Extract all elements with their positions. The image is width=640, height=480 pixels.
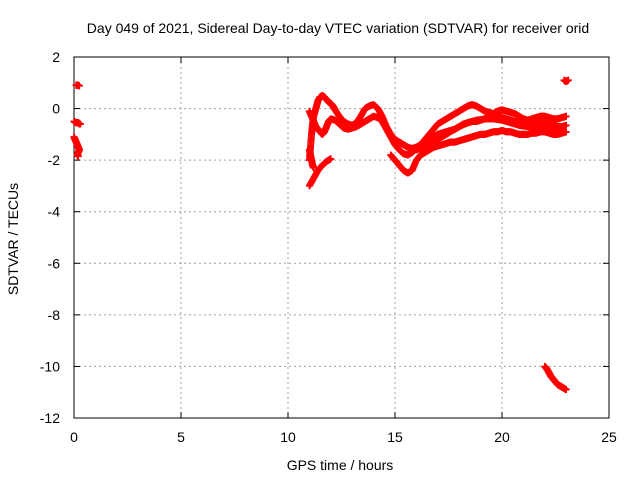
data-point <box>310 164 318 172</box>
x-tick-label: 0 <box>70 429 78 445</box>
data-point <box>75 82 83 90</box>
x-tick-label: 15 <box>387 429 403 445</box>
y-tick-label: -6 <box>48 255 61 271</box>
data-point <box>74 152 82 160</box>
x-tick-label: 10 <box>280 429 296 445</box>
y-tick-label: -4 <box>48 204 61 220</box>
y-tick-label: -10 <box>40 358 60 374</box>
data-point <box>562 112 570 120</box>
data-point <box>562 128 570 136</box>
x-axis-label: GPS time / hours <box>287 457 394 473</box>
x-tick-label: 5 <box>177 429 185 445</box>
y-tick-label: 0 <box>52 101 60 117</box>
x-tick-label: 20 <box>494 429 510 445</box>
data-point <box>562 386 570 394</box>
data-point <box>564 76 572 84</box>
data-point <box>558 125 566 133</box>
y-tick-label: 2 <box>52 49 60 65</box>
y-axis-label: SDTVAR / TECUs <box>5 183 21 295</box>
y-tick-label: -12 <box>40 410 60 426</box>
chart-title: Day 049 of 2021, Sidereal Day-to-day VTE… <box>87 20 589 36</box>
data-point <box>327 155 335 163</box>
data-points <box>70 76 572 394</box>
tick-labels: 0 5 10 15 20 25 -12 -10 -8 -6 -4 -2 0 2 <box>40 49 617 445</box>
y-tick-label: -8 <box>48 307 61 323</box>
data-point <box>76 120 84 128</box>
x-tick-label: 25 <box>601 429 617 445</box>
y-tick-label: -2 <box>48 152 61 168</box>
data-point <box>562 121 570 129</box>
plot-frame <box>73 56 610 419</box>
